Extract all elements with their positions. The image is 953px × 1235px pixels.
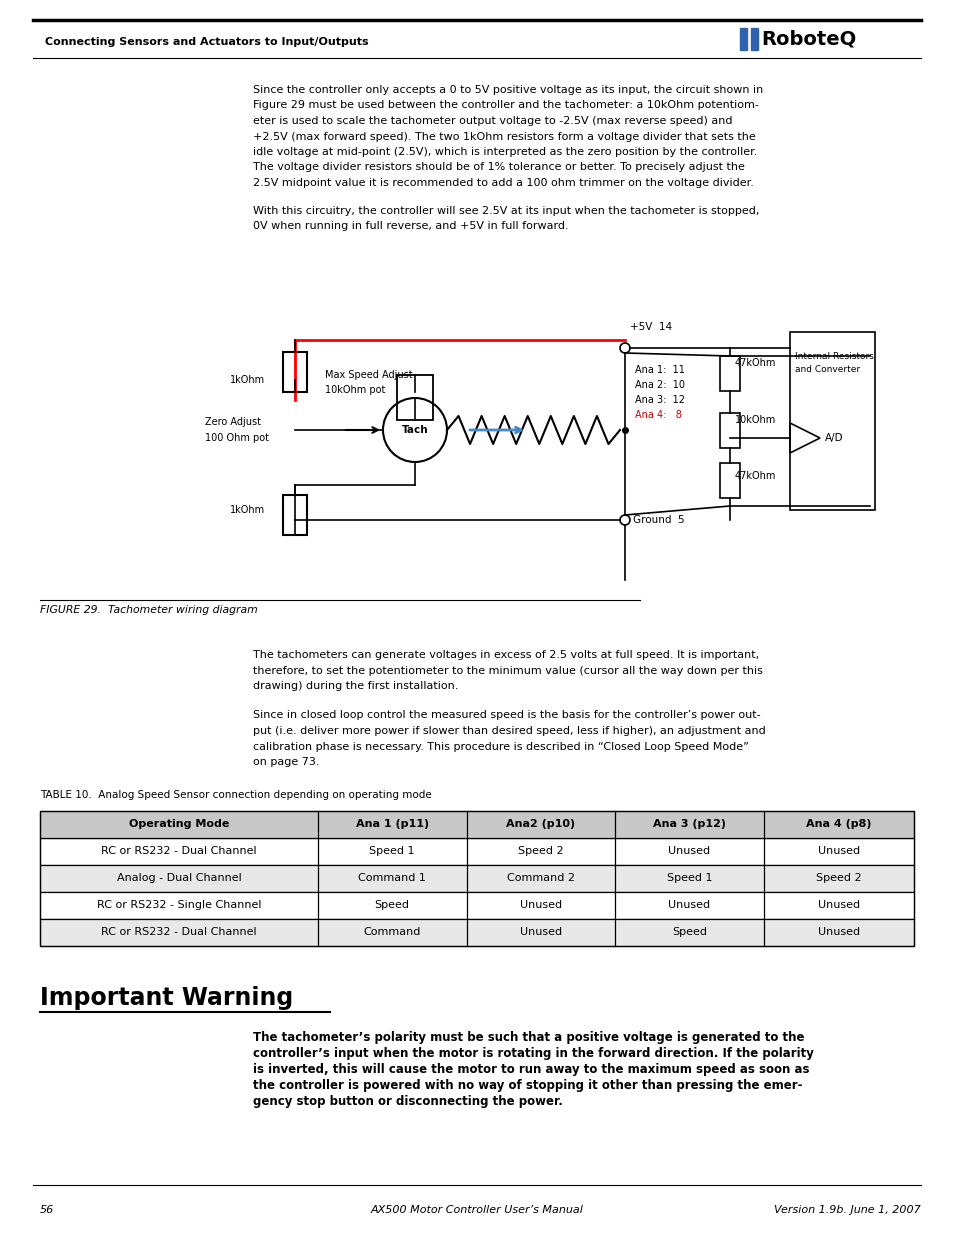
Bar [720,463,740,498]
Text: Analog - Dual Channel: Analog - Dual Channel [116,873,241,883]
Text: idle voltage at mid-point (2.5V), which is interpreted as the zero position by t: idle voltage at mid-point (2.5V), which … [253,147,757,157]
Bar [720,356,740,391]
Text: Unused: Unused [519,927,561,937]
Text: Speed 2: Speed 2 [815,873,861,883]
Bar [396,375,433,420]
Text: eter is used to scale the tachometer output voltage to -2.5V (max reverse speed): eter is used to scale the tachometer out… [253,116,732,126]
Bar [789,332,874,510]
Text: Ana 3:  12: Ana 3: 12 [635,395,684,405]
Text: is inverted, this will cause the motor to run away to the maximum speed as soon : is inverted, this will cause the motor t… [253,1062,809,1076]
Text: on page 73.: on page 73. [253,757,319,767]
Text: Ana 1:  11: Ana 1: 11 [635,366,684,375]
Bar [40,919,913,946]
Text: Since the controller only accepts a 0 to 5V positive voltage as its input, the c: Since the controller only accepts a 0 to… [253,85,762,95]
Text: Ana 3 (p12): Ana 3 (p12) [652,819,725,829]
Text: drawing) during the first installation.: drawing) during the first installation. [253,680,457,692]
Text: Unused: Unused [668,846,710,856]
Bar [40,864,913,892]
Text: Command 1: Command 1 [358,873,426,883]
Text: 1kOhm: 1kOhm [230,505,265,515]
Text: RC or RS232 - Dual Channel: RC or RS232 - Dual Channel [101,846,256,856]
Text: Ana 4:   8: Ana 4: 8 [635,410,681,420]
Text: Unused: Unused [519,900,561,910]
Text: Important Warning: Important Warning [40,986,293,1009]
Bar [40,837,913,864]
Text: Internal Resistors: Internal Resistors [794,352,873,361]
Text: 0V when running in full reverse, and +5V in full forward.: 0V when running in full reverse, and +5V… [253,221,568,231]
Text: controller’s input when the motor is rotating in the forward direction. If the p: controller’s input when the motor is rot… [253,1046,813,1060]
Text: Zero Adjust: Zero Adjust [205,417,261,427]
Text: +5V  14: +5V 14 [629,322,672,332]
Text: +2.5V (max forward speed). The two 1kOhm resistors form a voltage divider that s: +2.5V (max forward speed). The two 1kOhm… [253,131,755,142]
Text: Speed 2: Speed 2 [517,846,563,856]
Text: Command: Command [363,927,420,937]
Text: TABLE 10.  Analog Speed Sensor connection depending on operating mode: TABLE 10. Analog Speed Sensor connection… [40,790,432,800]
Text: The tachometer’s polarity must be such that a positive voltage is generated to t: The tachometer’s polarity must be such t… [253,1030,803,1044]
Bar [283,352,307,391]
Text: Version 1.9b. June 1, 2007: Version 1.9b. June 1, 2007 [774,1205,920,1215]
Bar [750,28,758,49]
Text: 1kOhm: 1kOhm [230,375,265,385]
Text: Unused: Unused [817,927,859,937]
Text: put (i.e. deliver more power if slower than desired speed, less if higher), an a: put (i.e. deliver more power if slower t… [253,726,765,736]
Text: Max Speed Adjust: Max Speed Adjust [325,370,413,380]
Text: 47kOhm: 47kOhm [734,358,776,368]
Text: 10kOhm: 10kOhm [734,415,776,425]
Text: Ana2 (p10): Ana2 (p10) [506,819,575,829]
Text: RoboteQ: RoboteQ [760,30,856,48]
Text: 2.5V midpoint value it is recommended to add a 100 ohm trimmer on the voltage di: 2.5V midpoint value it is recommended to… [253,178,753,188]
Text: Since in closed loop control the measured speed is the basis for the controller’: Since in closed loop control the measure… [253,710,760,720]
Text: calibration phase is necessary. This procedure is described in “Closed Loop Spee: calibration phase is necessary. This pro… [253,741,748,752]
Text: Speed 1: Speed 1 [369,846,415,856]
Text: Command 2: Command 2 [506,873,575,883]
Text: Figure 29 must be used between the controller and the tachometer: a 10kOhm poten: Figure 29 must be used between the contr… [253,100,758,110]
Text: The tachometers can generate voltages in excess of 2.5 volts at full speed. It i: The tachometers can generate voltages in… [253,650,759,659]
Text: gency stop button or disconnecting the power.: gency stop button or disconnecting the p… [253,1094,562,1108]
Text: 10kOhm pot: 10kOhm pot [325,385,385,395]
Bar [40,892,913,919]
Text: therefore, to set the potentiometer to the minimum value (cursor all the way dow: therefore, to set the potentiometer to t… [253,666,762,676]
Text: Ground  5: Ground 5 [633,515,684,525]
Text: A/D: A/D [824,433,842,443]
Bar [40,810,913,946]
Text: Unused: Unused [817,846,859,856]
Bar [40,810,913,837]
Text: Ana 2:  10: Ana 2: 10 [635,380,684,390]
Text: With this circuitry, the controller will see 2.5V at its input when the tachomet: With this circuitry, the controller will… [253,205,759,215]
Text: Unused: Unused [668,900,710,910]
Text: RC or RS232 - Dual Channel: RC or RS232 - Dual Channel [101,927,256,937]
Text: The voltage divider resistors should be of 1% tolerance or better. To precisely : The voltage divider resistors should be … [253,163,744,173]
Text: Speed 1: Speed 1 [666,873,711,883]
Text: FIGURE 29.  Tachometer wiring diagram: FIGURE 29. Tachometer wiring diagram [40,605,257,615]
Text: Connecting Sensors and Actuators to Input/Outputs: Connecting Sensors and Actuators to Inpu… [45,37,368,47]
Bar [740,28,746,49]
Text: Ana 4 (p8): Ana 4 (p8) [805,819,871,829]
Text: Unused: Unused [817,900,859,910]
Bar [283,495,307,535]
Text: RC or RS232 - Single Channel: RC or RS232 - Single Channel [96,900,261,910]
Text: 47kOhm: 47kOhm [734,471,776,480]
Text: 56: 56 [40,1205,54,1215]
Text: and Converter: and Converter [794,366,860,374]
Text: Tach: Tach [401,425,428,435]
Bar [720,412,740,448]
Text: AX500 Motor Controller User’s Manual: AX500 Motor Controller User’s Manual [370,1205,583,1215]
Text: 100 Ohm pot: 100 Ohm pot [205,433,269,443]
Text: the controller is powered with no way of stopping it other than pressing the eme: the controller is powered with no way of… [253,1078,801,1092]
Text: Speed: Speed [671,927,706,937]
Text: Ana 1 (p11): Ana 1 (p11) [355,819,428,829]
Text: Operating Mode: Operating Mode [129,819,229,829]
Text: Speed: Speed [375,900,409,910]
